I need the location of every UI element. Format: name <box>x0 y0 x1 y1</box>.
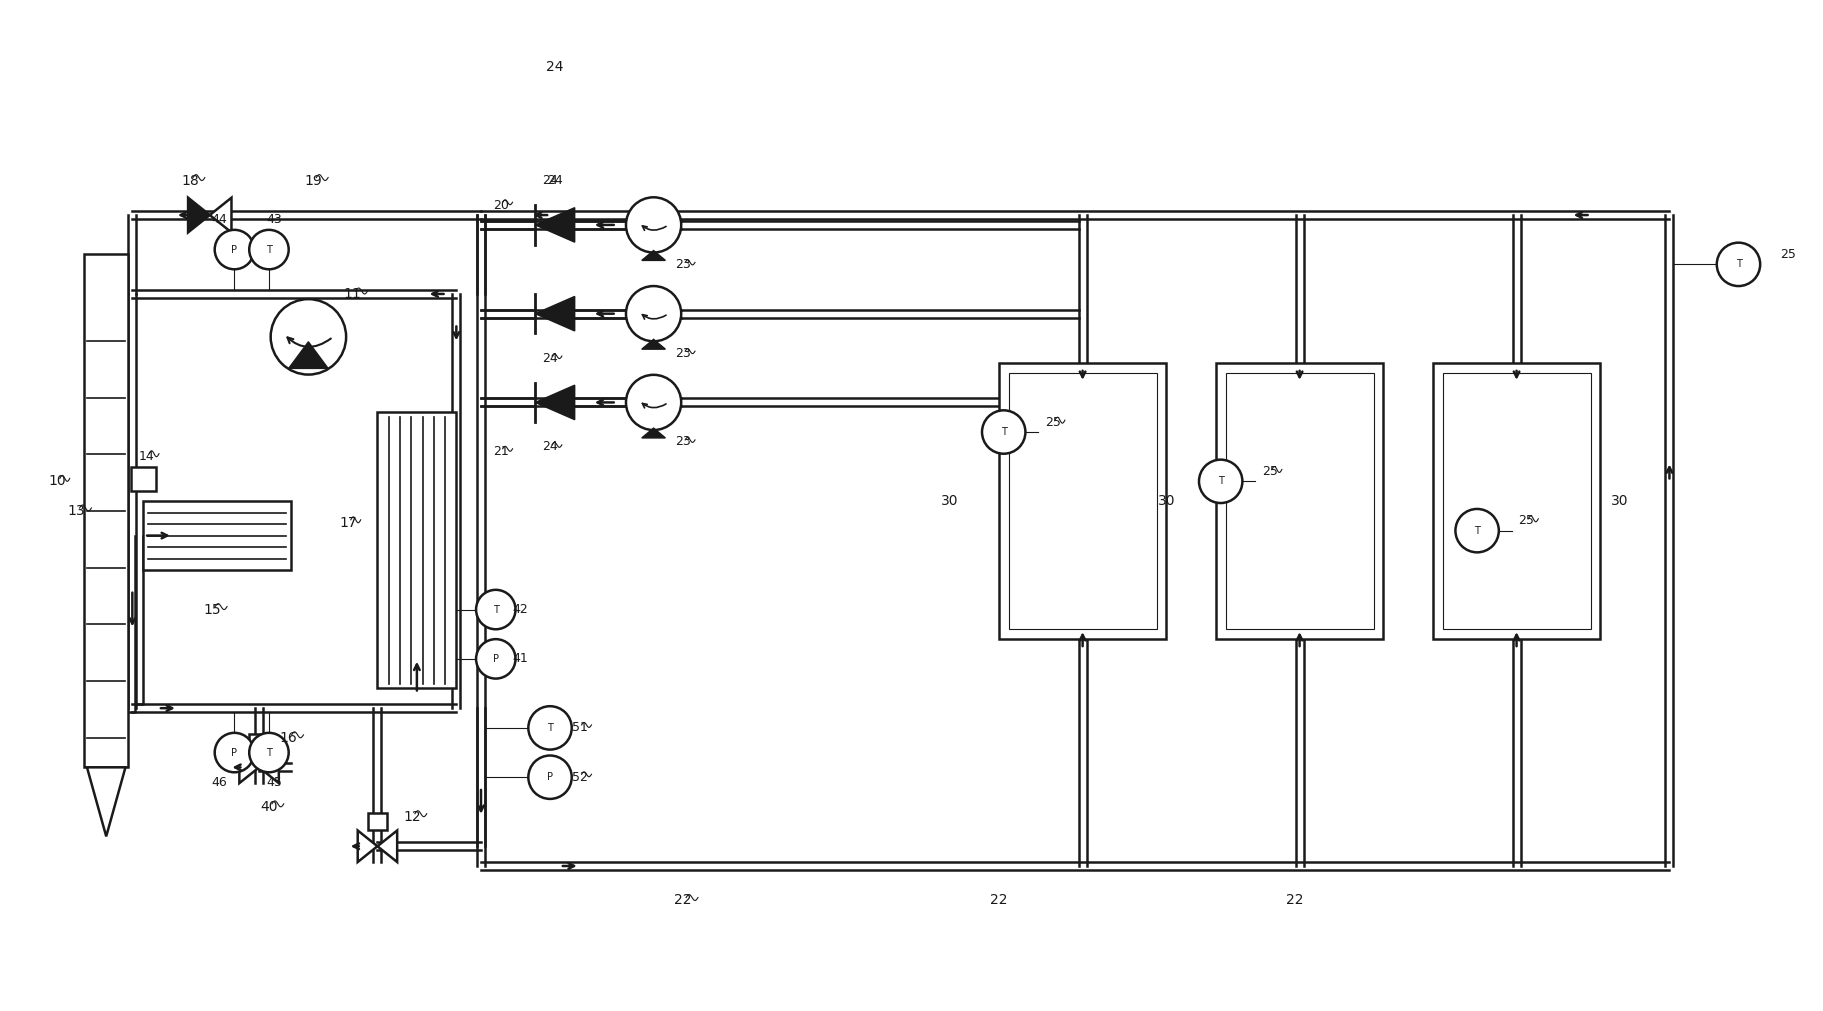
Text: T: T <box>492 605 500 615</box>
Text: 24: 24 <box>541 174 558 187</box>
Bar <box>1225 373 1373 629</box>
Circle shape <box>983 410 1025 454</box>
Text: 23: 23 <box>675 436 691 449</box>
Bar <box>1433 363 1601 639</box>
Bar <box>144 501 292 570</box>
Polygon shape <box>536 207 574 243</box>
Polygon shape <box>642 251 665 261</box>
Bar <box>1442 373 1590 629</box>
Text: 43: 43 <box>266 213 283 226</box>
Circle shape <box>215 229 253 269</box>
Bar <box>250 734 270 751</box>
Bar <box>377 412 456 688</box>
Bar <box>1216 363 1384 639</box>
Text: T: T <box>1001 427 1006 437</box>
Circle shape <box>250 229 288 269</box>
Text: 25: 25 <box>1045 416 1061 429</box>
Text: 19: 19 <box>304 174 323 187</box>
Bar <box>84 255 128 767</box>
Polygon shape <box>210 198 232 233</box>
Polygon shape <box>259 751 279 784</box>
Text: T: T <box>266 245 272 255</box>
Polygon shape <box>88 767 126 836</box>
Text: 15: 15 <box>204 603 221 617</box>
Text: 30: 30 <box>941 494 959 509</box>
Circle shape <box>1455 509 1499 552</box>
Text: 10: 10 <box>47 474 66 488</box>
Circle shape <box>250 733 288 772</box>
Text: 22: 22 <box>1285 894 1303 908</box>
Circle shape <box>529 707 572 749</box>
Polygon shape <box>357 830 377 862</box>
Text: 12: 12 <box>403 810 421 824</box>
Bar <box>1008 373 1156 629</box>
Polygon shape <box>188 198 210 233</box>
Circle shape <box>625 286 682 342</box>
Text: 23: 23 <box>675 258 691 271</box>
Polygon shape <box>288 342 328 368</box>
Text: P: P <box>492 654 500 664</box>
Circle shape <box>215 733 253 772</box>
Text: 22: 22 <box>675 894 693 908</box>
Text: 17: 17 <box>339 516 357 530</box>
Text: 13: 13 <box>67 503 86 518</box>
Text: 46: 46 <box>211 775 228 789</box>
Polygon shape <box>642 340 665 349</box>
Text: 25: 25 <box>1779 248 1796 261</box>
Text: 42: 42 <box>512 603 529 616</box>
Text: 20: 20 <box>492 199 509 211</box>
Text: T: T <box>547 723 552 733</box>
Text: 40: 40 <box>261 800 277 814</box>
Bar <box>368 813 386 830</box>
Text: T: T <box>1218 476 1223 486</box>
Polygon shape <box>536 385 574 420</box>
Text: 25: 25 <box>1519 515 1535 528</box>
Bar <box>999 363 1167 639</box>
Polygon shape <box>239 751 259 784</box>
Text: P: P <box>232 747 237 757</box>
Text: 24: 24 <box>541 352 558 365</box>
Text: 52: 52 <box>572 770 587 784</box>
Polygon shape <box>377 830 397 862</box>
Text: 16: 16 <box>279 731 297 745</box>
Text: P: P <box>547 772 552 783</box>
Bar <box>131 466 157 491</box>
Text: 44: 44 <box>211 213 228 226</box>
Text: 51: 51 <box>572 722 587 734</box>
Text: 21: 21 <box>492 445 509 458</box>
Circle shape <box>625 375 682 430</box>
Text: T: T <box>266 747 272 757</box>
Text: T: T <box>1475 526 1480 536</box>
Text: 22: 22 <box>990 894 1008 908</box>
Text: P: P <box>232 245 237 255</box>
Polygon shape <box>536 296 574 331</box>
Text: 30: 30 <box>1612 494 1630 509</box>
Circle shape <box>625 197 682 253</box>
Text: 25: 25 <box>1262 465 1278 478</box>
Text: 18: 18 <box>180 174 199 187</box>
Circle shape <box>1200 460 1243 503</box>
Circle shape <box>529 755 572 799</box>
Circle shape <box>1717 243 1761 286</box>
Text: 45: 45 <box>266 775 283 789</box>
Text: 24: 24 <box>541 441 558 453</box>
Text: 11: 11 <box>345 287 361 301</box>
Text: 30: 30 <box>1158 494 1176 509</box>
Circle shape <box>476 639 516 678</box>
Text: T: T <box>1735 260 1741 269</box>
Text: 14: 14 <box>139 450 153 463</box>
Text: 41: 41 <box>512 652 529 665</box>
Circle shape <box>476 589 516 629</box>
Text: 23: 23 <box>675 347 691 360</box>
Circle shape <box>270 299 346 374</box>
Text: 24: 24 <box>547 174 563 187</box>
Polygon shape <box>642 428 665 438</box>
Text: 24: 24 <box>547 60 563 74</box>
